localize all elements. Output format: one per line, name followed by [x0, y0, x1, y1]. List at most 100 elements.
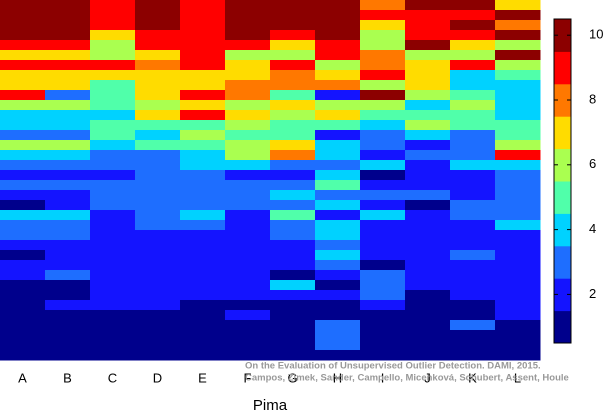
heatmap-cell	[180, 280, 226, 291]
heatmap-cell	[0, 80, 46, 91]
heatmap-cell	[270, 90, 316, 101]
heatmap-cell	[45, 70, 91, 81]
heatmap-cell	[405, 330, 451, 341]
heatmap-cell	[0, 10, 46, 21]
heatmap-cell	[45, 10, 91, 21]
heatmap-cell	[450, 310, 496, 321]
heatmap-cell	[405, 270, 451, 281]
heatmap-cell	[270, 150, 316, 161]
heatmap-cell	[360, 130, 406, 141]
heatmap-cell	[225, 140, 271, 151]
heatmap-cell	[270, 280, 316, 291]
heatmap-cell	[270, 130, 316, 141]
heatmap-cell	[495, 160, 541, 171]
heatmap-cell	[495, 140, 541, 151]
heatmap-cell	[225, 130, 271, 141]
heatmap-cell	[495, 230, 541, 241]
heatmap-cell	[225, 290, 271, 301]
heatmap-cell	[135, 70, 181, 81]
heatmap-cell	[315, 280, 361, 291]
heatmap-cell	[270, 300, 316, 311]
heatmap-cell	[225, 80, 271, 91]
heatmap-cell	[90, 350, 136, 361]
heatmap-cell	[135, 110, 181, 121]
heatmap-cell	[405, 90, 451, 101]
heatmap-cell	[270, 190, 316, 201]
heatmap-cell	[0, 290, 46, 301]
heatmap-cell	[360, 70, 406, 81]
heatmap-cell	[405, 210, 451, 221]
heatmap-cell	[270, 260, 316, 271]
heatmap-cell	[315, 140, 361, 151]
colorbar-tick-label: 4	[589, 221, 596, 236]
heatmap-cell	[135, 270, 181, 281]
heatmap-cell	[90, 0, 136, 11]
heatmap-cell	[405, 280, 451, 291]
heatmap-cell	[180, 120, 226, 131]
colorbar-band	[554, 278, 571, 312]
heatmap-cell	[315, 220, 361, 231]
heatmap-cell	[45, 40, 91, 51]
colorbar-band	[554, 181, 571, 214]
heatmap-cell	[405, 100, 451, 111]
heatmap-cell	[45, 290, 91, 301]
heatmap-cell	[270, 220, 316, 231]
heatmap-cell	[180, 230, 226, 241]
x-tick-label: L	[514, 370, 521, 385]
heatmap-cell	[45, 170, 91, 181]
heatmap-cell	[495, 120, 541, 131]
heatmap-cell	[225, 200, 271, 211]
heatmap-cell	[225, 260, 271, 271]
heatmap-cell	[495, 10, 541, 21]
heatmap-cell	[135, 190, 181, 201]
heatmap-cell	[450, 270, 496, 281]
heatmap-cell	[360, 340, 406, 351]
heatmap-cell	[450, 110, 496, 121]
x-axis-label: Pima	[253, 397, 288, 413]
heatmap-cell	[180, 10, 226, 21]
heatmap-cell	[135, 80, 181, 91]
heatmap-cell	[270, 270, 316, 281]
heatmap-cell	[270, 160, 316, 171]
heatmap-cell	[90, 310, 136, 321]
heatmap-cell	[405, 30, 451, 41]
heatmap-cell	[495, 50, 541, 61]
heatmap-cell	[315, 50, 361, 61]
heatmap-cell	[90, 130, 136, 141]
heatmap-cell	[0, 130, 46, 141]
heatmap-cell	[135, 240, 181, 251]
heatmap-cell	[225, 160, 271, 171]
heatmap-cell	[180, 300, 226, 311]
heatmap-cell	[270, 20, 316, 31]
heatmap-cell	[315, 250, 361, 261]
heatmap-cell	[360, 20, 406, 31]
heatmap-cell	[495, 220, 541, 231]
heatmap-cell	[270, 200, 316, 211]
heatmap-cell	[405, 310, 451, 321]
heatmap-cell	[180, 50, 226, 61]
heatmap-cell	[180, 30, 226, 41]
heatmap-cell	[360, 30, 406, 41]
heatmap-cell	[270, 230, 316, 241]
heatmap-cell	[0, 320, 46, 331]
heatmap-cell	[135, 250, 181, 261]
heatmap-cell	[450, 230, 496, 241]
heatmap-cell	[90, 260, 136, 271]
heatmap-cell	[45, 320, 91, 331]
heatmap-cell	[0, 70, 46, 81]
heatmap-cell	[0, 240, 46, 251]
heatmap-cell	[495, 0, 541, 11]
heatmap-cell	[360, 140, 406, 151]
heatmap-cell	[180, 70, 226, 81]
heatmap-cell	[315, 290, 361, 301]
x-tick-label: F	[244, 370, 252, 385]
heatmap-cell	[270, 70, 316, 81]
heatmap-cell	[135, 230, 181, 241]
heatmap-cell	[495, 290, 541, 301]
x-tick-label: G	[287, 370, 297, 385]
heatmap-cell	[45, 270, 91, 281]
heatmap-cell	[0, 40, 46, 51]
heatmap-cell	[270, 60, 316, 71]
heatmap-cell	[90, 250, 136, 261]
